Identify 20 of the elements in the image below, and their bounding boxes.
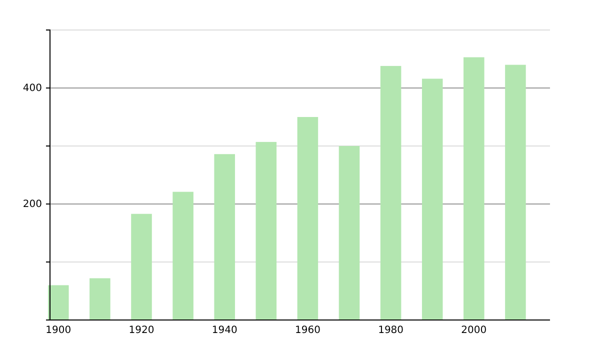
y-tick-label: 400 — [22, 83, 42, 94]
y-tick-label: 200 — [22, 199, 42, 210]
bar — [380, 66, 402, 320]
x-tick-label: 1940 — [212, 325, 238, 336]
bar — [131, 214, 152, 320]
bar — [297, 117, 318, 320]
bar — [422, 78, 443, 320]
x-tick-label: 1960 — [294, 325, 320, 336]
bar — [90, 278, 110, 320]
bar — [172, 192, 194, 320]
x-tick-label: 1980 — [378, 325, 404, 336]
x-tick-label: 1920 — [128, 325, 154, 336]
x-tick-label: 2000 — [461, 325, 487, 336]
bar — [256, 142, 277, 320]
bar — [48, 285, 69, 320]
bar — [464, 57, 484, 320]
bar — [214, 154, 235, 320]
bar — [338, 146, 360, 320]
bar — [505, 64, 526, 320]
x-tick-label: 1900 — [46, 325, 72, 336]
